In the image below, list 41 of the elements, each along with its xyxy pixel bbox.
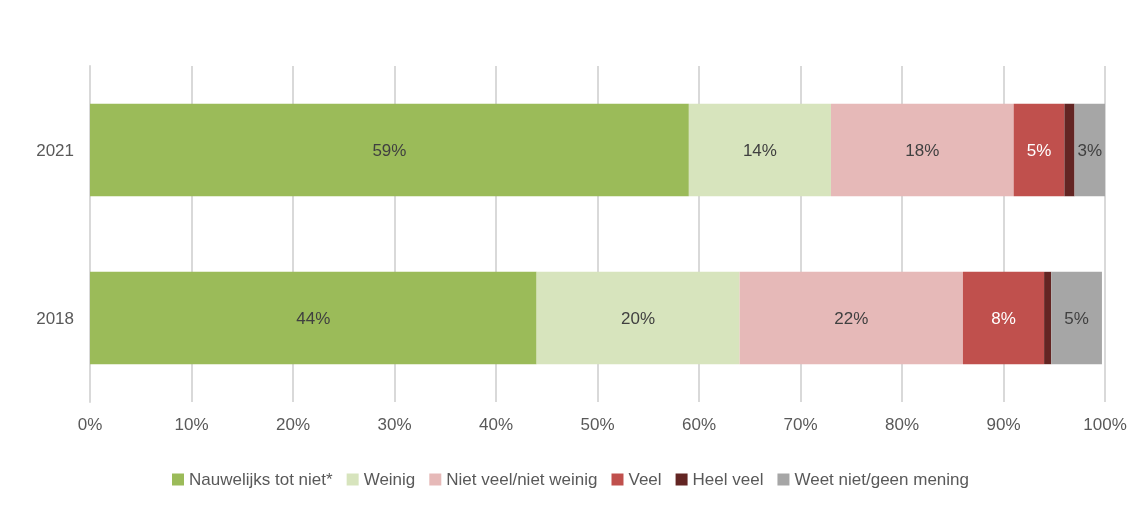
data-label: 59% — [372, 140, 407, 160]
bar — [1051, 271, 1102, 365]
bar — [1074, 103, 1105, 197]
bar — [1044, 271, 1052, 365]
data-label: 8% — [991, 308, 1016, 328]
bar — [1064, 103, 1075, 197]
legend-label: Veel — [628, 470, 662, 489]
x-tick-label: 40% — [478, 415, 514, 434]
data-label: 3% — [1077, 140, 1103, 160]
bar — [1013, 103, 1065, 197]
x-tick-label: 90% — [986, 415, 1021, 434]
data-label: 20% — [621, 308, 656, 328]
x-tick-label: 70% — [783, 415, 818, 434]
bar — [90, 103, 689, 197]
bar — [830, 103, 1014, 197]
data-label: 44% — [296, 308, 331, 328]
bar — [739, 271, 963, 365]
legend-label: Heel veel — [692, 470, 764, 489]
x-tick-label: 0% — [77, 415, 103, 434]
data-label: 22% — [834, 308, 869, 328]
x-tick-label: 30% — [377, 415, 412, 434]
legend-label: Weinig — [363, 470, 416, 489]
x-tick-label: 50% — [580, 415, 615, 434]
data-label: 5% — [1064, 308, 1089, 328]
bar — [90, 271, 537, 365]
legend-label: Nauwelijks tot niet* — [189, 470, 334, 489]
x-tick-label: 60% — [681, 415, 717, 434]
x-tick-label: 80% — [884, 415, 920, 434]
bar — [688, 103, 831, 197]
legend-label: Niet veel/niet weinig — [446, 470, 598, 489]
data-label: 5% — [1026, 140, 1052, 160]
x-tick-label: 20% — [275, 415, 311, 434]
x-tick-label: 10% — [174, 415, 209, 434]
data-label: 14% — [742, 140, 777, 160]
bar — [536, 271, 740, 365]
y-tick-label: 2021 — [36, 140, 74, 160]
bar — [962, 271, 1045, 365]
data-label: 18% — [905, 140, 940, 160]
y-tick-label: 2018 — [36, 308, 74, 328]
legend-label: Weet niet/geen mening — [794, 470, 969, 489]
x-tick-label: 100% — [1083, 415, 1127, 434]
